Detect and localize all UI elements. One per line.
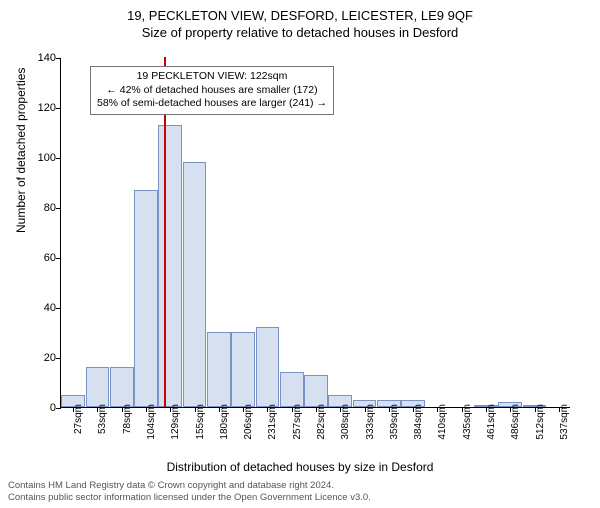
x-tick-label: 512sqm [535,404,546,454]
y-tick-mark [56,358,61,359]
x-tick-label: 257sqm [292,404,303,454]
chart-title-main: 19, PECKLETON VIEW, DESFORD, LEICESTER, … [0,8,600,23]
x-tick-label: 486sqm [510,404,521,454]
histogram-bar [110,367,134,407]
histogram-bar [280,372,304,407]
chart-title-sub: Size of property relative to detached ho… [0,25,600,40]
histogram-bar [183,162,207,407]
histogram-bar [231,332,255,407]
y-tick-label: 0 [26,402,56,414]
x-tick-label: 410sqm [437,404,448,454]
annotation-box: 19 PECKLETON VIEW: 122sqm ← 42% of detac… [90,66,334,115]
y-tick-label: 100 [26,152,56,164]
y-tick-mark [56,208,61,209]
x-tick-label: 333sqm [365,404,376,454]
y-tick-label: 20 [26,352,56,364]
histogram-bar [207,332,231,407]
footer-line-2: Contains public sector information licen… [8,492,371,504]
x-tick-label: 537sqm [559,404,570,454]
y-tick-mark [56,158,61,159]
x-tick-label: 384sqm [413,404,424,454]
footer-line-1: Contains HM Land Registry data © Crown c… [8,480,371,492]
x-tick-label: 435sqm [462,404,473,454]
y-tick-mark [56,308,61,309]
annotation-line-3: 58% of semi-detached houses are larger (… [97,97,327,111]
x-tick-label: 231sqm [267,404,278,454]
x-tick-label: 53sqm [97,404,108,454]
y-tick-label: 140 [26,52,56,64]
y-tick-label: 60 [26,252,56,264]
histogram-bar [86,367,110,407]
footer-attribution: Contains HM Land Registry data © Crown c… [8,480,371,504]
x-tick-label: 180sqm [219,404,230,454]
x-tick-label: 104sqm [146,404,157,454]
histogram-bar [256,327,280,407]
x-axis-label: Distribution of detached houses by size … [0,460,600,474]
histogram-bar [304,375,328,408]
x-tick-label: 461sqm [486,404,497,454]
y-tick-mark [56,58,61,59]
x-tick-label: 27sqm [73,404,84,454]
y-tick-label: 40 [26,302,56,314]
y-tick-label: 80 [26,202,56,214]
x-tick-label: 206sqm [243,404,254,454]
x-tick-label: 129sqm [170,404,181,454]
x-tick-label: 78sqm [122,404,133,454]
x-tick-label: 308sqm [340,404,351,454]
annotation-line-2: ← 42% of detached houses are smaller (17… [97,84,327,98]
annotation-line-1: 19 PECKLETON VIEW: 122sqm [97,70,327,84]
x-tick-label: 282sqm [316,404,327,454]
y-tick-mark [56,108,61,109]
x-tick-label: 155sqm [195,404,206,454]
x-tick-label: 359sqm [389,404,400,454]
chart-area: 02040608010012014027sqm53sqm78sqm104sqm1… [60,58,570,408]
histogram-bar [134,190,158,408]
y-tick-label: 120 [26,102,56,114]
histogram-bar [158,125,182,408]
y-tick-mark [56,258,61,259]
y-tick-mark [56,408,61,409]
